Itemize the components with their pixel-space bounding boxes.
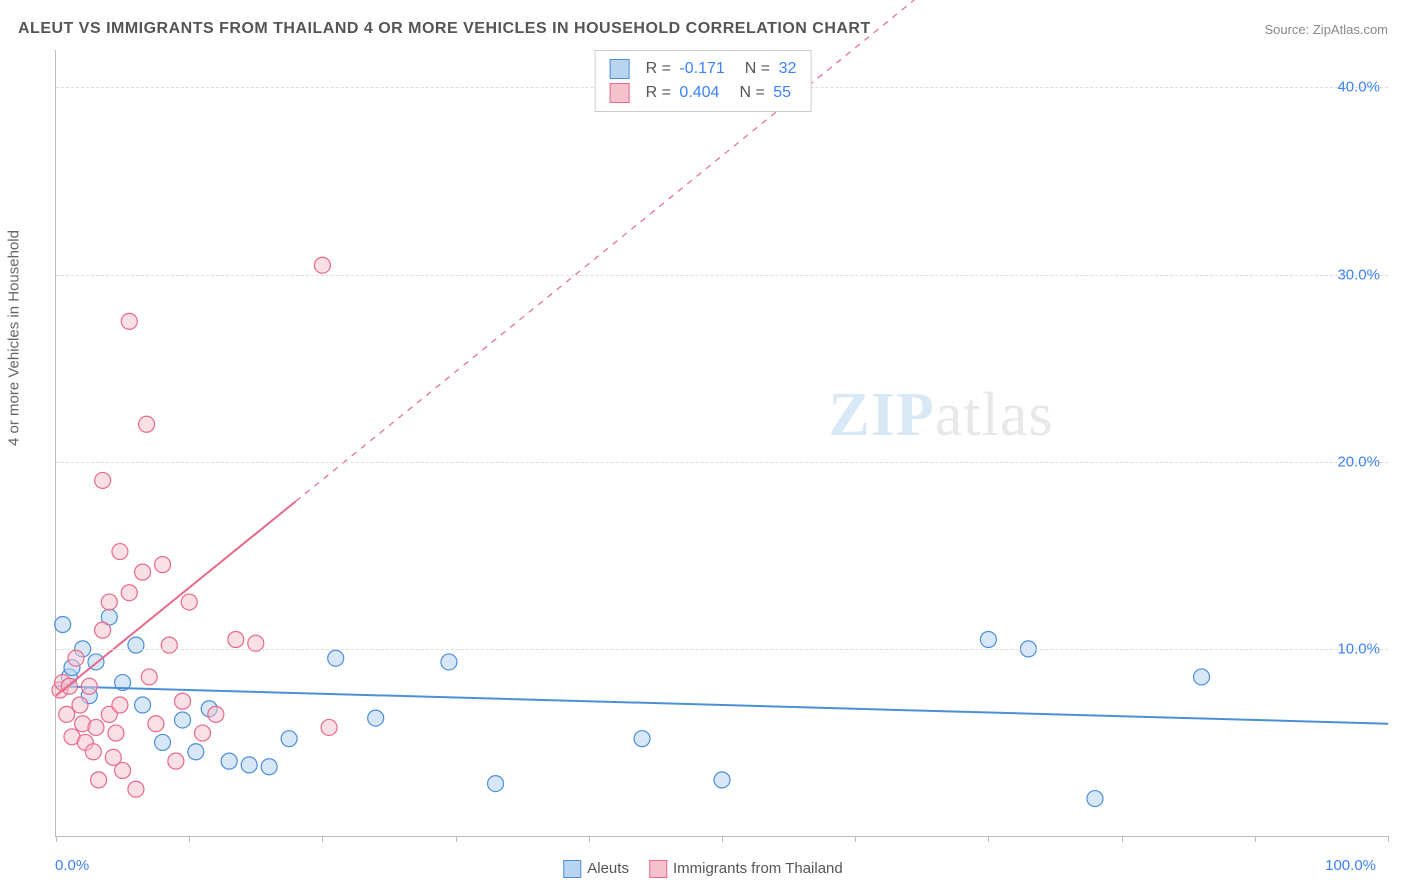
- y-tick-label: 10.0%: [1337, 640, 1380, 657]
- data-point: [161, 637, 177, 653]
- data-point: [121, 313, 137, 329]
- data-point: [88, 719, 104, 735]
- data-point: [1087, 791, 1103, 807]
- data-point: [195, 725, 211, 741]
- stats-row: R = 0.404 N = 55: [610, 81, 797, 105]
- data-point: [139, 416, 155, 432]
- stats-r: R = 0.404: [646, 81, 720, 105]
- y-axis-label: 4 or more Vehicles in Household: [6, 230, 23, 446]
- x-tick: [855, 836, 856, 842]
- gridline: [56, 275, 1388, 276]
- data-point: [228, 632, 244, 648]
- data-point: [95, 472, 111, 488]
- data-point: [1194, 669, 1210, 685]
- data-point: [72, 697, 88, 713]
- data-point: [95, 622, 111, 638]
- trend-line-solid: [56, 501, 296, 695]
- bottom-legend: Aleuts Immigrants from Thailand: [563, 860, 843, 878]
- x-tick: [722, 836, 723, 842]
- data-point: [441, 654, 457, 670]
- data-point: [112, 544, 128, 560]
- stats-n: N = 32: [745, 57, 797, 81]
- data-point: [55, 617, 71, 633]
- data-point: [488, 776, 504, 792]
- legend-label: Aleuts: [587, 860, 629, 877]
- data-point: [175, 693, 191, 709]
- data-point: [714, 772, 730, 788]
- x-tick: [56, 836, 57, 842]
- gridline: [56, 462, 1388, 463]
- data-point: [128, 781, 144, 797]
- data-point: [188, 744, 204, 760]
- data-point: [181, 594, 197, 610]
- data-point: [85, 744, 101, 760]
- chart-title: ALEUT VS IMMIGRANTS FROM THAILAND 4 OR M…: [18, 20, 871, 38]
- x-axis-max-label: 100.0%: [1325, 857, 1376, 874]
- stats-row: R = -0.171 N = 32: [610, 57, 797, 81]
- trend-line-solid: [56, 686, 1388, 723]
- stats-swatch: [610, 59, 630, 79]
- data-point: [135, 697, 151, 713]
- data-point: [281, 731, 297, 747]
- y-tick-label: 40.0%: [1337, 79, 1380, 96]
- stats-swatch: [610, 83, 630, 103]
- y-tick-label: 20.0%: [1337, 453, 1380, 470]
- data-point: [314, 257, 330, 273]
- x-axis-min-label: 0.0%: [55, 857, 89, 874]
- data-point: [112, 697, 128, 713]
- data-point: [155, 734, 171, 750]
- data-point: [208, 706, 224, 722]
- data-point: [321, 719, 337, 735]
- x-tick: [1255, 836, 1256, 842]
- data-point: [328, 650, 344, 666]
- source-label: Source: ZipAtlas.com: [1264, 22, 1388, 37]
- x-tick: [456, 836, 457, 842]
- data-point: [91, 772, 107, 788]
- x-tick: [589, 836, 590, 842]
- x-tick: [189, 836, 190, 842]
- x-tick: [322, 836, 323, 842]
- data-point: [634, 731, 650, 747]
- data-point: [128, 637, 144, 653]
- legend-swatch: [563, 860, 581, 878]
- plot-svg: [56, 50, 1388, 836]
- data-point: [221, 753, 237, 769]
- data-point: [175, 712, 191, 728]
- x-tick: [988, 836, 989, 842]
- data-point: [121, 585, 137, 601]
- data-point: [168, 753, 184, 769]
- data-point: [108, 725, 124, 741]
- legend-item: Immigrants from Thailand: [649, 860, 843, 878]
- data-point: [135, 564, 151, 580]
- chart-area: ZIPatlas 10.0%20.0%30.0%40.0%: [55, 50, 1388, 837]
- data-point: [141, 669, 157, 685]
- data-point: [241, 757, 257, 773]
- gridline: [56, 649, 1388, 650]
- data-point: [101, 594, 117, 610]
- data-point: [68, 650, 84, 666]
- x-tick: [1122, 836, 1123, 842]
- legend-swatch: [649, 860, 667, 878]
- stats-n: N = 55: [739, 81, 791, 105]
- legend-label: Immigrants from Thailand: [673, 860, 843, 877]
- data-point: [261, 759, 277, 775]
- data-point: [115, 763, 131, 779]
- data-point: [155, 557, 171, 573]
- stats-box: R = -0.171 N = 32 R = 0.404 N = 55: [595, 50, 812, 112]
- data-point: [368, 710, 384, 726]
- legend-item: Aleuts: [563, 860, 629, 878]
- data-point: [980, 632, 996, 648]
- y-tick-label: 30.0%: [1337, 266, 1380, 283]
- data-point: [81, 678, 97, 694]
- data-point: [148, 716, 164, 732]
- x-tick: [1388, 836, 1389, 842]
- stats-r: R = -0.171: [646, 57, 725, 81]
